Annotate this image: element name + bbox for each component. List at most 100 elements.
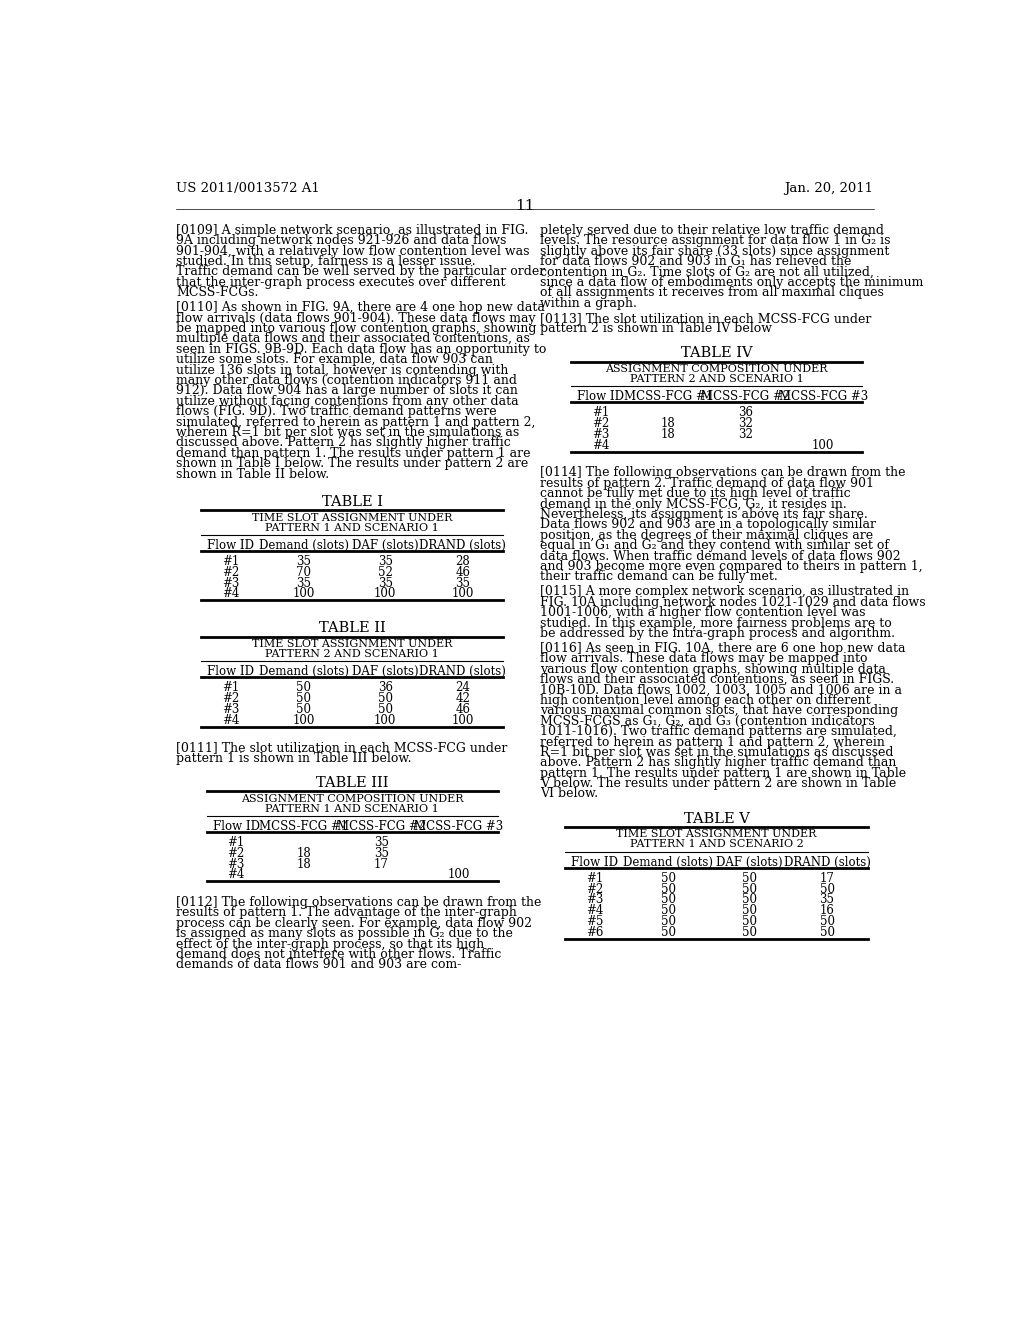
Text: 10B-10D. Data flows 1002, 1003, 1005 and 1006 are in a: 10B-10D. Data flows 1002, 1003, 1005 and…: [541, 684, 902, 697]
Text: process can be clearly seen. For example, data flow 902: process can be clearly seen. For example…: [176, 917, 532, 929]
Text: 42: 42: [456, 692, 470, 705]
Text: #6: #6: [586, 925, 603, 939]
Text: #2: #2: [586, 883, 603, 895]
Text: 35: 35: [374, 836, 389, 849]
Text: 100: 100: [374, 714, 396, 726]
Text: 50: 50: [378, 702, 393, 715]
Text: US 2011/0013572 A1: US 2011/0013572 A1: [176, 182, 319, 194]
Text: pletely served due to their relative low traffic demand: pletely served due to their relative low…: [541, 224, 885, 236]
Text: 16: 16: [819, 904, 835, 917]
Text: flow arrivals (data flows 901-904). These data flows may: flow arrivals (data flows 901-904). Thes…: [176, 312, 536, 325]
Text: TIME SLOT ASSIGNMENT UNDER: TIME SLOT ASSIGNMENT UNDER: [252, 512, 453, 523]
Text: for data flows 902 and 903 in G₁ has relieved the: for data flows 902 and 903 in G₁ has rel…: [541, 255, 852, 268]
Text: utilize without facing contentions from any other data: utilize without facing contentions from …: [176, 395, 519, 408]
Text: utilize 136 slots in total, however is contending with: utilize 136 slots in total, however is c…: [176, 363, 509, 376]
Text: 100: 100: [452, 714, 474, 726]
Text: cannot be fully met due to its high level of traffic: cannot be fully met due to its high leve…: [541, 487, 851, 500]
Text: be addressed by the intra-graph process and algorithm.: be addressed by the intra-graph process …: [541, 627, 895, 640]
Text: various maximal common slots, that have corresponding: various maximal common slots, that have …: [541, 705, 898, 717]
Text: high contention level among each other on different: high contention level among each other o…: [541, 694, 871, 708]
Text: discussed above. Pattern 2 has slightly higher traffic: discussed above. Pattern 2 has slightly …: [176, 437, 511, 449]
Text: 50: 50: [742, 871, 757, 884]
Text: 100: 100: [293, 587, 315, 601]
Text: ASSIGNMENT COMPOSITION UNDER: ASSIGNMENT COMPOSITION UNDER: [241, 793, 464, 804]
Text: DRAND (slots): DRAND (slots): [783, 855, 870, 869]
Text: data flows. When traffic demand levels of data flows 902: data flows. When traffic demand levels o…: [541, 549, 901, 562]
Text: 36: 36: [378, 681, 393, 694]
Text: 901-904, with a relatively low flow contention level was: 901-904, with a relatively low flow cont…: [176, 244, 529, 257]
Text: 18: 18: [297, 847, 311, 859]
Text: 36: 36: [738, 407, 754, 420]
Text: 35: 35: [296, 554, 311, 568]
Text: demand in the only MCSS-FCG, G₂, it resides in.: demand in the only MCSS-FCG, G₂, it resi…: [541, 498, 847, 511]
Text: #1: #1: [221, 681, 239, 694]
Text: pattern 2 is shown in Table IV below: pattern 2 is shown in Table IV below: [541, 322, 772, 335]
Text: 50: 50: [296, 692, 311, 705]
Text: Traffic demand can be well served by the particular order: Traffic demand can be well served by the…: [176, 265, 546, 279]
Text: various flow contention graphs, showing multiple data: various flow contention graphs, showing …: [541, 663, 886, 676]
Text: PATTERN 1 AND SCENARIO 1: PATTERN 1 AND SCENARIO 1: [265, 804, 439, 813]
Text: DAF (slots): DAF (slots): [716, 855, 783, 869]
Text: and 903 become more even compared to theirs in pattern 1,: and 903 become more even compared to the…: [541, 560, 923, 573]
Text: Data flows 902 and 903 are in a topologically similar: Data flows 902 and 903 are in a topologi…: [541, 519, 877, 532]
Text: TABLE IV: TABLE IV: [681, 346, 753, 360]
Text: VI below.: VI below.: [541, 788, 598, 800]
Text: TABLE III: TABLE III: [316, 776, 389, 789]
Text: TABLE I: TABLE I: [322, 495, 383, 510]
Text: #1: #1: [586, 871, 603, 884]
Text: seen in FIGS. 9B-9D. Each data flow has an opportunity to: seen in FIGS. 9B-9D. Each data flow has …: [176, 343, 547, 356]
Text: 18: 18: [297, 858, 311, 871]
Text: flows and their associated contentions, as seen in FIGS.: flows and their associated contentions, …: [541, 673, 894, 686]
Text: ASSIGNMENT COMPOSITION UNDER: ASSIGNMENT COMPOSITION UNDER: [605, 364, 827, 374]
Text: #3: #3: [227, 858, 245, 871]
Text: 50: 50: [660, 904, 676, 917]
Text: 50: 50: [660, 894, 676, 907]
Text: 50: 50: [819, 925, 835, 939]
Text: TABLE II: TABLE II: [319, 622, 386, 635]
Text: position, as the degrees of their maximal cliques are: position, as the degrees of their maxima…: [541, 529, 873, 541]
Text: equal in G₁ and G₂ and they contend with similar set of: equal in G₁ and G₂ and they contend with…: [541, 539, 889, 552]
Text: TABLE V: TABLE V: [684, 812, 750, 826]
Text: DRAND (slots): DRAND (slots): [420, 539, 506, 552]
Text: MCSS-FCGs.: MCSS-FCGs.: [176, 286, 258, 300]
Text: #2: #2: [221, 566, 239, 578]
Text: 50: 50: [378, 692, 393, 705]
Text: that the inter-graph process executes over different: that the inter-graph process executes ov…: [176, 276, 506, 289]
Text: Nevertheless, its assignment is above its fair share.: Nevertheless, its assignment is above it…: [541, 508, 868, 521]
Text: TIME SLOT ASSIGNMENT UNDER: TIME SLOT ASSIGNMENT UNDER: [616, 829, 817, 840]
Text: R=1 bit per slot was set in the simulations as discussed: R=1 bit per slot was set in the simulati…: [541, 746, 894, 759]
Text: 35: 35: [456, 577, 470, 590]
Text: V below. The results under pattern 2 are shown in Table: V below. The results under pattern 2 are…: [541, 777, 897, 791]
Text: 24: 24: [456, 681, 470, 694]
Text: results of pattern 1. The advantage of the inter-graph: results of pattern 1. The advantage of t…: [176, 907, 517, 920]
Text: pattern 1 is shown in Table III below.: pattern 1 is shown in Table III below.: [176, 751, 412, 764]
Text: 50: 50: [660, 883, 676, 895]
Text: 50: 50: [819, 883, 835, 895]
Text: Flow ID: Flow ID: [577, 391, 624, 403]
Text: flows (FIG. 9D). Two traffic demand patterns were: flows (FIG. 9D). Two traffic demand patt…: [176, 405, 497, 418]
Text: 35: 35: [819, 894, 835, 907]
Text: simulated, referred to herein as pattern 1 and pattern 2,: simulated, referred to herein as pattern…: [176, 416, 536, 429]
Text: studied. In this setup, fairness is a lesser issue.: studied. In this setup, fairness is a le…: [176, 255, 476, 268]
Text: #1: #1: [221, 554, 239, 568]
Text: above. Pattern 2 has slightly higher traffic demand than: above. Pattern 2 has slightly higher tra…: [541, 756, 897, 770]
Text: 100: 100: [452, 587, 474, 601]
Text: pattern 1. The results under pattern 1 are shown in Table: pattern 1. The results under pattern 1 a…: [541, 767, 906, 780]
Text: MCSS-FCG #3: MCSS-FCG #3: [778, 391, 867, 403]
Text: MCSS-FCG #1: MCSS-FCG #1: [259, 820, 348, 833]
Text: 1011-1016). Two traffic demand patterns are simulated,: 1011-1016). Two traffic demand patterns …: [541, 725, 897, 738]
Text: DAF (slots): DAF (slots): [352, 665, 419, 678]
Text: #3: #3: [592, 428, 609, 441]
Text: #4: #4: [227, 869, 245, 882]
Text: 50: 50: [296, 681, 311, 694]
Text: Flow ID: Flow ID: [207, 539, 254, 552]
Text: 100: 100: [293, 714, 315, 726]
Text: [0112] The following observations can be drawn from the: [0112] The following observations can be…: [176, 896, 542, 909]
Text: levels. The resource assignment for data flow 1 in G₂ is: levels. The resource assignment for data…: [541, 234, 891, 247]
Text: DRAND (slots): DRAND (slots): [420, 665, 506, 678]
Text: 17: 17: [374, 858, 389, 871]
Text: 50: 50: [742, 925, 757, 939]
Text: shown in Table II below.: shown in Table II below.: [176, 467, 329, 480]
Text: be mapped into various flow contention graphs, showing: be mapped into various flow contention g…: [176, 322, 537, 335]
Text: slightly above its fair share (33 slots) since assignment: slightly above its fair share (33 slots)…: [541, 244, 890, 257]
